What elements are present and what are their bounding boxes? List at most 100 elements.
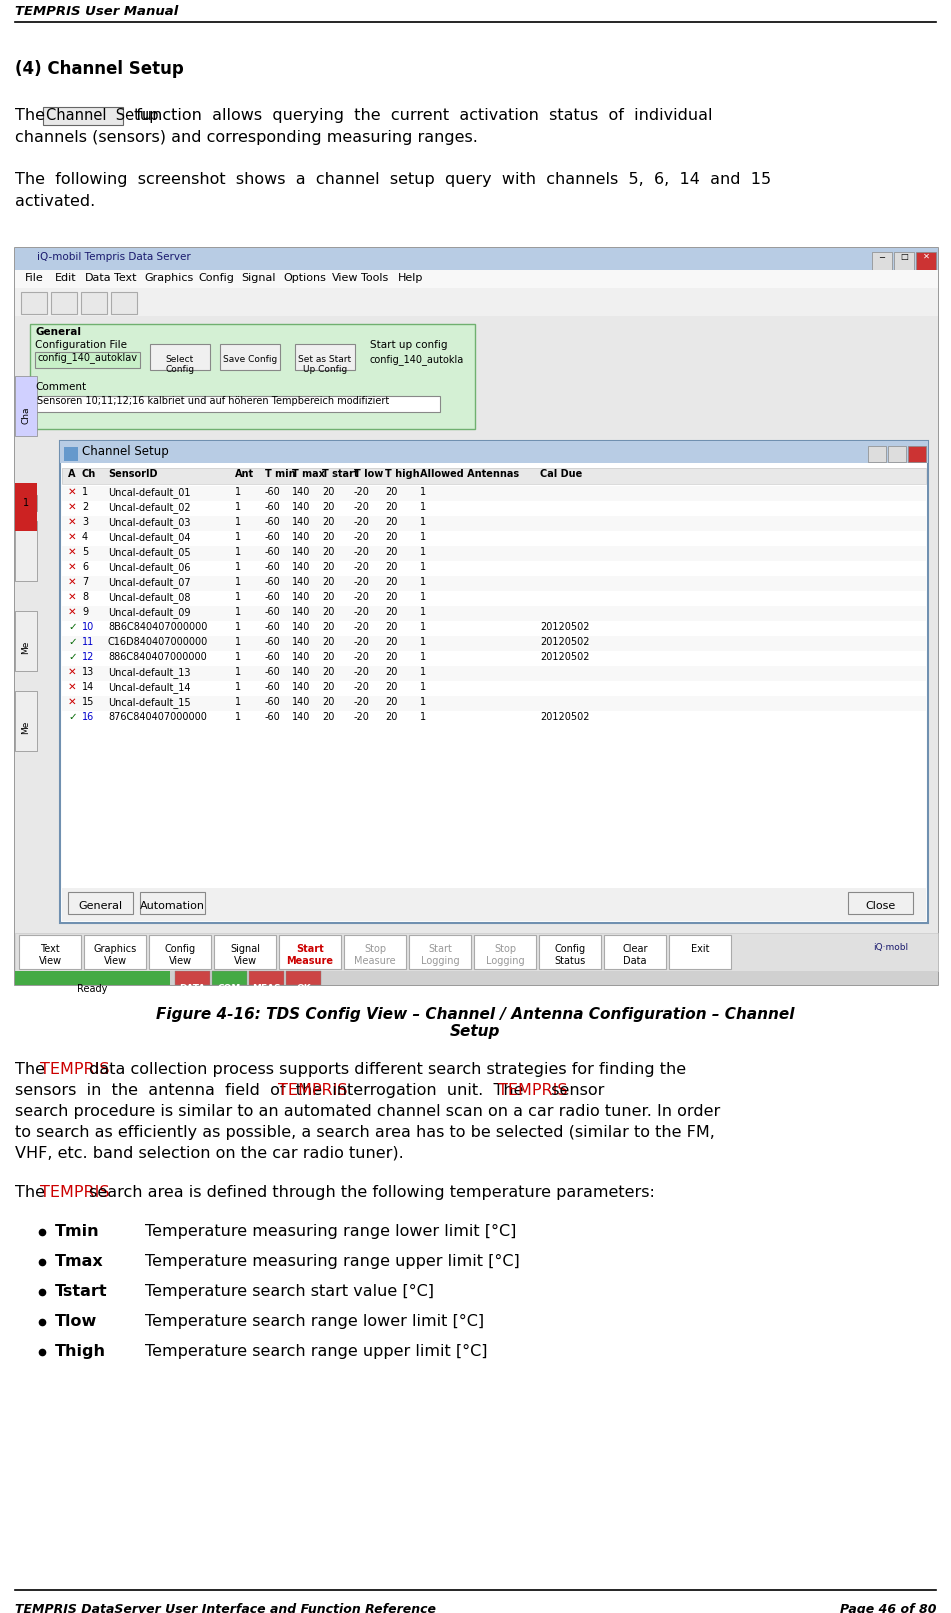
Text: Start
Logging: Start Logging	[420, 944, 459, 966]
Text: interrogation  unit.  The: interrogation unit. The	[322, 1082, 529, 1098]
Text: -60: -60	[265, 637, 281, 647]
Bar	[62, 502, 926, 516]
Text: Clear
Data: Clear Data	[622, 944, 648, 966]
Text: 1: 1	[235, 592, 242, 602]
Text: Me: Me	[22, 721, 30, 734]
Text: Uncal-default_15: Uncal-default_15	[108, 697, 190, 708]
Text: 1: 1	[420, 697, 426, 706]
Text: 1: 1	[420, 592, 426, 602]
Text: ✕: ✕	[68, 502, 77, 511]
Text: -20: -20	[354, 682, 370, 692]
Text: Ch: Ch	[82, 469, 96, 479]
Text: function  allows  querying  the  current  activation  status  of  individual: function allows querying the current act…	[126, 108, 712, 123]
Bar	[62, 468, 926, 484]
Text: Automation: Automation	[140, 902, 204, 911]
Bar	[62, 576, 926, 590]
Text: Uncal-default_14: Uncal-default_14	[108, 682, 190, 694]
Text: Allowed Antennas: Allowed Antennas	[420, 469, 519, 479]
Text: Channel Setup: Channel Setup	[82, 445, 168, 458]
Text: 20: 20	[322, 637, 335, 647]
Bar	[286, 971, 321, 986]
Text: The: The	[15, 1061, 50, 1077]
Text: 20: 20	[322, 532, 335, 542]
Text: DATA: DATA	[180, 984, 205, 994]
Text: 20: 20	[385, 577, 398, 587]
Text: Uncal-default_06: Uncal-default_06	[108, 561, 190, 573]
Text: 20: 20	[322, 623, 335, 632]
Bar	[214, 936, 276, 969]
Text: iQ-mobil Tempris Data Server: iQ-mobil Tempris Data Server	[37, 252, 191, 261]
Bar	[604, 936, 666, 969]
Text: 1: 1	[420, 623, 426, 632]
Text: 20: 20	[385, 697, 398, 706]
Text: 1: 1	[420, 606, 426, 618]
Text: -20: -20	[354, 547, 370, 556]
Text: 140: 140	[292, 561, 310, 573]
Bar	[149, 936, 211, 969]
Text: ─: ─	[880, 252, 884, 261]
Text: Uncal-default_01: Uncal-default_01	[108, 487, 190, 498]
Bar	[15, 611, 37, 671]
Text: 6: 6	[82, 561, 88, 573]
Text: 140: 140	[292, 518, 310, 527]
Bar	[35, 397, 440, 411]
Text: 20: 20	[385, 502, 398, 511]
Text: Uncal-default_05: Uncal-default_05	[108, 547, 190, 558]
Text: 1: 1	[420, 547, 426, 556]
Text: 1: 1	[235, 518, 242, 527]
Bar	[15, 482, 37, 531]
Text: Help: Help	[398, 273, 423, 282]
Text: Exit: Exit	[690, 944, 709, 953]
Text: 140: 140	[292, 711, 310, 723]
Bar	[344, 936, 406, 969]
Bar	[669, 936, 731, 969]
Text: 8B6C840407000000: 8B6C840407000000	[108, 623, 207, 632]
Bar	[62, 486, 926, 502]
Text: ✓: ✓	[68, 623, 77, 632]
Text: -60: -60	[265, 606, 281, 618]
Bar	[872, 252, 892, 269]
Text: 20: 20	[385, 518, 398, 527]
Text: 20120502: 20120502	[540, 652, 590, 661]
Text: 1: 1	[420, 532, 426, 542]
Text: -60: -60	[265, 518, 281, 527]
Text: Uncal-default_03: Uncal-default_03	[108, 518, 190, 527]
Text: Text: Text	[114, 273, 137, 282]
Text: 1: 1	[82, 487, 88, 497]
Text: 11: 11	[82, 637, 94, 647]
Bar	[15, 690, 37, 752]
Bar	[62, 545, 926, 561]
Text: 20: 20	[322, 668, 335, 677]
Text: T max: T max	[292, 469, 325, 479]
Bar	[888, 447, 906, 461]
Text: Uncal-default_02: Uncal-default_02	[108, 502, 190, 513]
Text: 140: 140	[292, 547, 310, 556]
Text: 140: 140	[292, 668, 310, 677]
Text: 20: 20	[385, 592, 398, 602]
Text: -60: -60	[265, 547, 281, 556]
Text: -20: -20	[354, 518, 370, 527]
Text: Configuration File: Configuration File	[35, 340, 127, 350]
Text: 20: 20	[385, 652, 398, 661]
Text: 16: 16	[82, 711, 94, 723]
Text: COM: COM	[218, 984, 242, 994]
Bar	[62, 468, 926, 484]
Text: 1: 1	[235, 668, 242, 677]
Bar	[409, 936, 471, 969]
Text: A: A	[68, 469, 75, 479]
Text: 20: 20	[385, 682, 398, 692]
Text: 20: 20	[322, 577, 335, 587]
Bar	[62, 463, 926, 889]
Text: T low: T low	[354, 469, 383, 479]
Bar	[474, 936, 536, 969]
Text: VHF, etc. band selection on the car radio tuner).: VHF, etc. band selection on the car radi…	[15, 1145, 404, 1161]
Text: Config
Status: Config Status	[554, 944, 586, 966]
Bar	[62, 516, 926, 531]
Bar	[15, 932, 938, 971]
Text: 1: 1	[420, 561, 426, 573]
Bar	[62, 561, 926, 576]
Text: 2: 2	[82, 502, 88, 511]
Text: TEMPRIS DataServer User Interface and Function Reference: TEMPRIS DataServer User Interface and Fu…	[15, 1603, 436, 1613]
Bar	[894, 252, 914, 269]
Bar	[15, 316, 938, 932]
